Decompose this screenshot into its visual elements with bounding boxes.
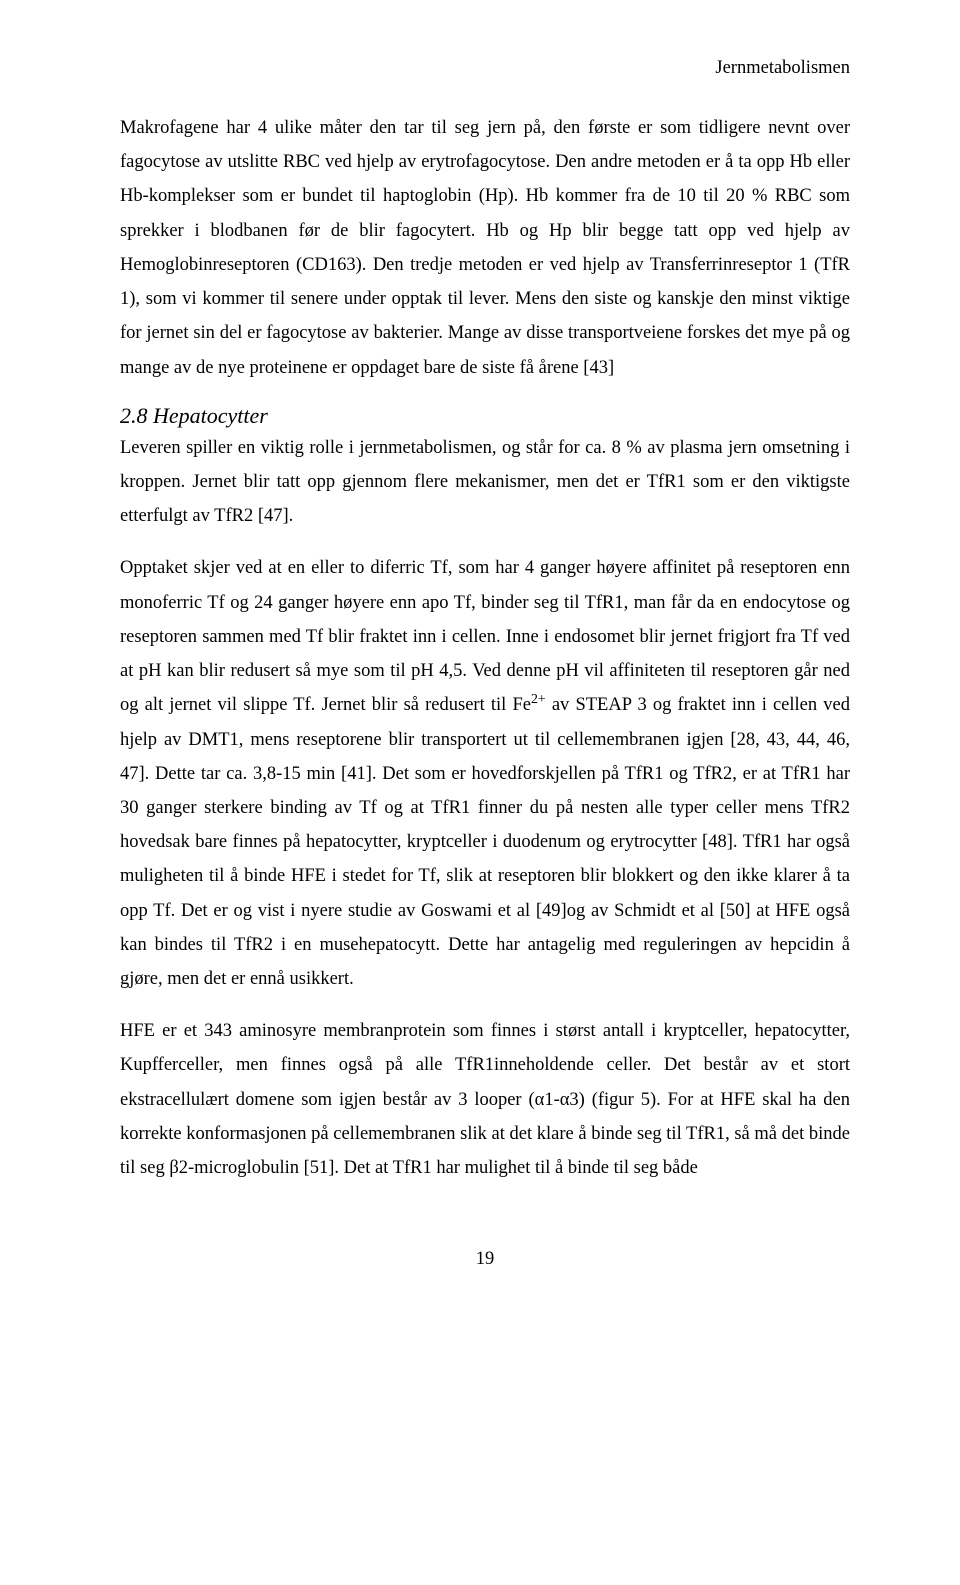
body-paragraph-1: Makrofagene har 4 ulike måter den tar ti…: [120, 111, 850, 385]
p3-text-b: av STEAP 3 og fraktet inn i cellen ved h…: [120, 695, 850, 989]
running-header: Jernmetabolismen: [120, 58, 850, 79]
body-paragraph-2: Leveren spiller en viktig rolle i jernme…: [120, 431, 850, 534]
superscript-charge: 2+: [531, 692, 546, 707]
page-number: 19: [120, 1249, 850, 1270]
body-paragraph-4: HFE er et 343 aminosyre membranprotein s…: [120, 1014, 850, 1185]
p3-text-a: Opptaket skjer ved at en eller to diferr…: [120, 558, 850, 715]
body-paragraph-3: Opptaket skjer ved at en eller to diferr…: [120, 551, 850, 996]
section-heading: 2.8 Hepatocytter: [120, 403, 850, 429]
